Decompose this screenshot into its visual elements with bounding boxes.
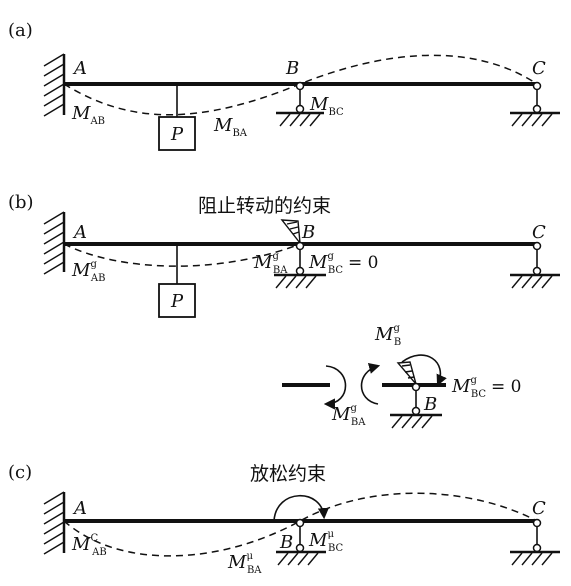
panel-a-node-c: C — [532, 58, 546, 79]
detail-moment-b-arc — [401, 354, 447, 387]
panel-c-moment-bc: Mμ BC — [308, 529, 343, 554]
panel-c-node-a: A — [72, 498, 87, 519]
detail-moment-ba: Mg BA — [331, 403, 366, 428]
detail-moment-b: Mg B — [374, 323, 401, 348]
panel-b-moment-bc: Mg BC = 0 — [308, 251, 379, 276]
panel-a-tag: (a) — [8, 20, 33, 41]
panel-a-node-a: A — [72, 58, 87, 79]
detail-moment-bc-arc — [360, 362, 381, 405]
panel-c: (c) 放松约束 — [8, 462, 560, 576]
detail-support-b — [390, 382, 442, 429]
panel-b-support-b — [274, 241, 326, 289]
panel-a-load-label: P — [170, 124, 184, 145]
panel-b-load-label: P — [170, 291, 184, 312]
panel-c-node-c: C — [532, 498, 546, 519]
panel-c-support-b — [276, 518, 326, 566]
panel-b-support-c — [510, 241, 560, 289]
panel-b-detail: Mg B Mg BA Mg BC = 0 B — [282, 323, 522, 429]
panel-b-fixed-support — [43, 211, 66, 275]
panel-a-fixed-support — [43, 53, 66, 117]
panel-a-moment-bc: MBC — [309, 94, 344, 118]
panel-a: (a) — [8, 20, 560, 151]
panel-b-deflection-curve — [63, 243, 301, 267]
panel-b-moment-ba: Mg BA — [253, 251, 288, 276]
panel-c-caption: 放松约束 — [250, 463, 326, 485]
panel-b-moment-ab: Mg AB — [71, 259, 105, 284]
panel-a-load: P — [158, 84, 196, 151]
panel-c-moment-ba: Mμ BA — [227, 551, 262, 576]
detail-node-b: B — [423, 394, 437, 415]
panel-b-node-a: A — [72, 222, 87, 243]
panel-b-load: P — [158, 244, 196, 318]
panel-c-moment-ab: MC AB — [71, 533, 107, 558]
panel-a-moment-ab: MAB — [71, 103, 105, 127]
panel-c-fixed-support — [43, 491, 66, 555]
panel-b: (b) 阻止转动的约束 — [8, 192, 560, 429]
panel-b-rotation-clamp — [280, 219, 301, 246]
panel-a-support-b — [276, 81, 324, 127]
panel-a-moment-ba: MBA — [213, 115, 248, 139]
panel-c-node-b: B — [279, 532, 293, 553]
panel-c-release-arrow — [273, 495, 329, 522]
panel-b-node-b: B — [301, 222, 315, 243]
panel-c-tag: (c) — [8, 462, 32, 483]
panel-a-support-c — [510, 81, 560, 127]
panel-c-support-c — [510, 518, 560, 566]
panel-b-tag: (b) — [8, 192, 34, 213]
detail-moment-ba-arc — [323, 365, 347, 410]
panel-a-node-b: B — [285, 58, 299, 79]
panel-b-caption: 阻止转动的约束 — [198, 195, 331, 217]
detail-clamp — [396, 361, 417, 385]
panel-b-node-c: C — [532, 222, 546, 243]
detail-moment-bc: Mg BC = 0 — [451, 375, 522, 400]
